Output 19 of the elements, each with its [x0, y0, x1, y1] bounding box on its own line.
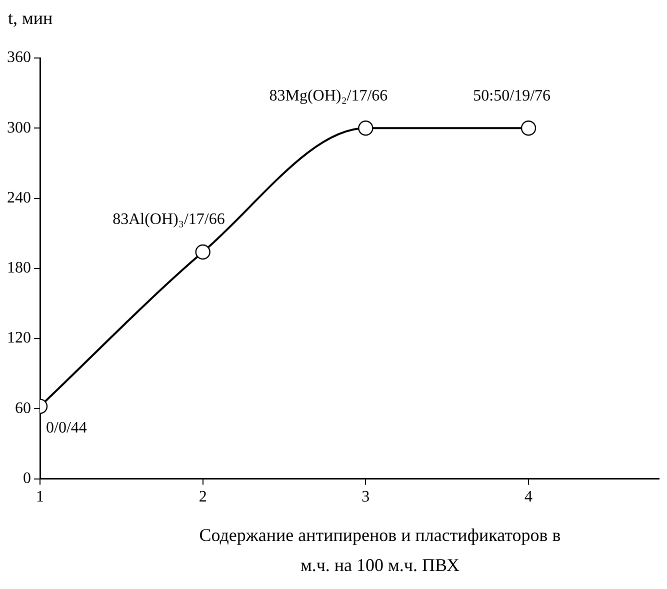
x-tick-label: 3 [362, 488, 370, 506]
y-tick-label: 240 [7, 189, 31, 206]
y-tick-label: 300 [7, 119, 31, 136]
point [358, 120, 374, 136]
y-tick-label: 360 [7, 49, 31, 66]
annotation: 83Al(OH)₃/17/66 [112, 211, 225, 228]
point [520, 120, 536, 136]
y-tick-label: 120 [7, 330, 31, 347]
y-axis-title: t, мин [8, 8, 53, 29]
x-axis-title: Содержание антипиренов и пластификаторов в м.ч. на 100 м.ч. ПВХ [198, 524, 562, 577]
annotation: 83Mg(OH)₂/17/66 [269, 87, 388, 104]
x-tick-label: 1 [36, 488, 44, 506]
y-tick-label: 0 [23, 470, 31, 488]
annotation: 50:50/19/76 [473, 87, 551, 104]
y-tick-label: 180 [7, 260, 31, 277]
x-tick-label: 4 [524, 488, 533, 506]
y-tick-label: 60 [15, 400, 31, 417]
annotation: 0/0/44 [46, 420, 87, 437]
x-tick-label: 2 [198, 488, 207, 506]
